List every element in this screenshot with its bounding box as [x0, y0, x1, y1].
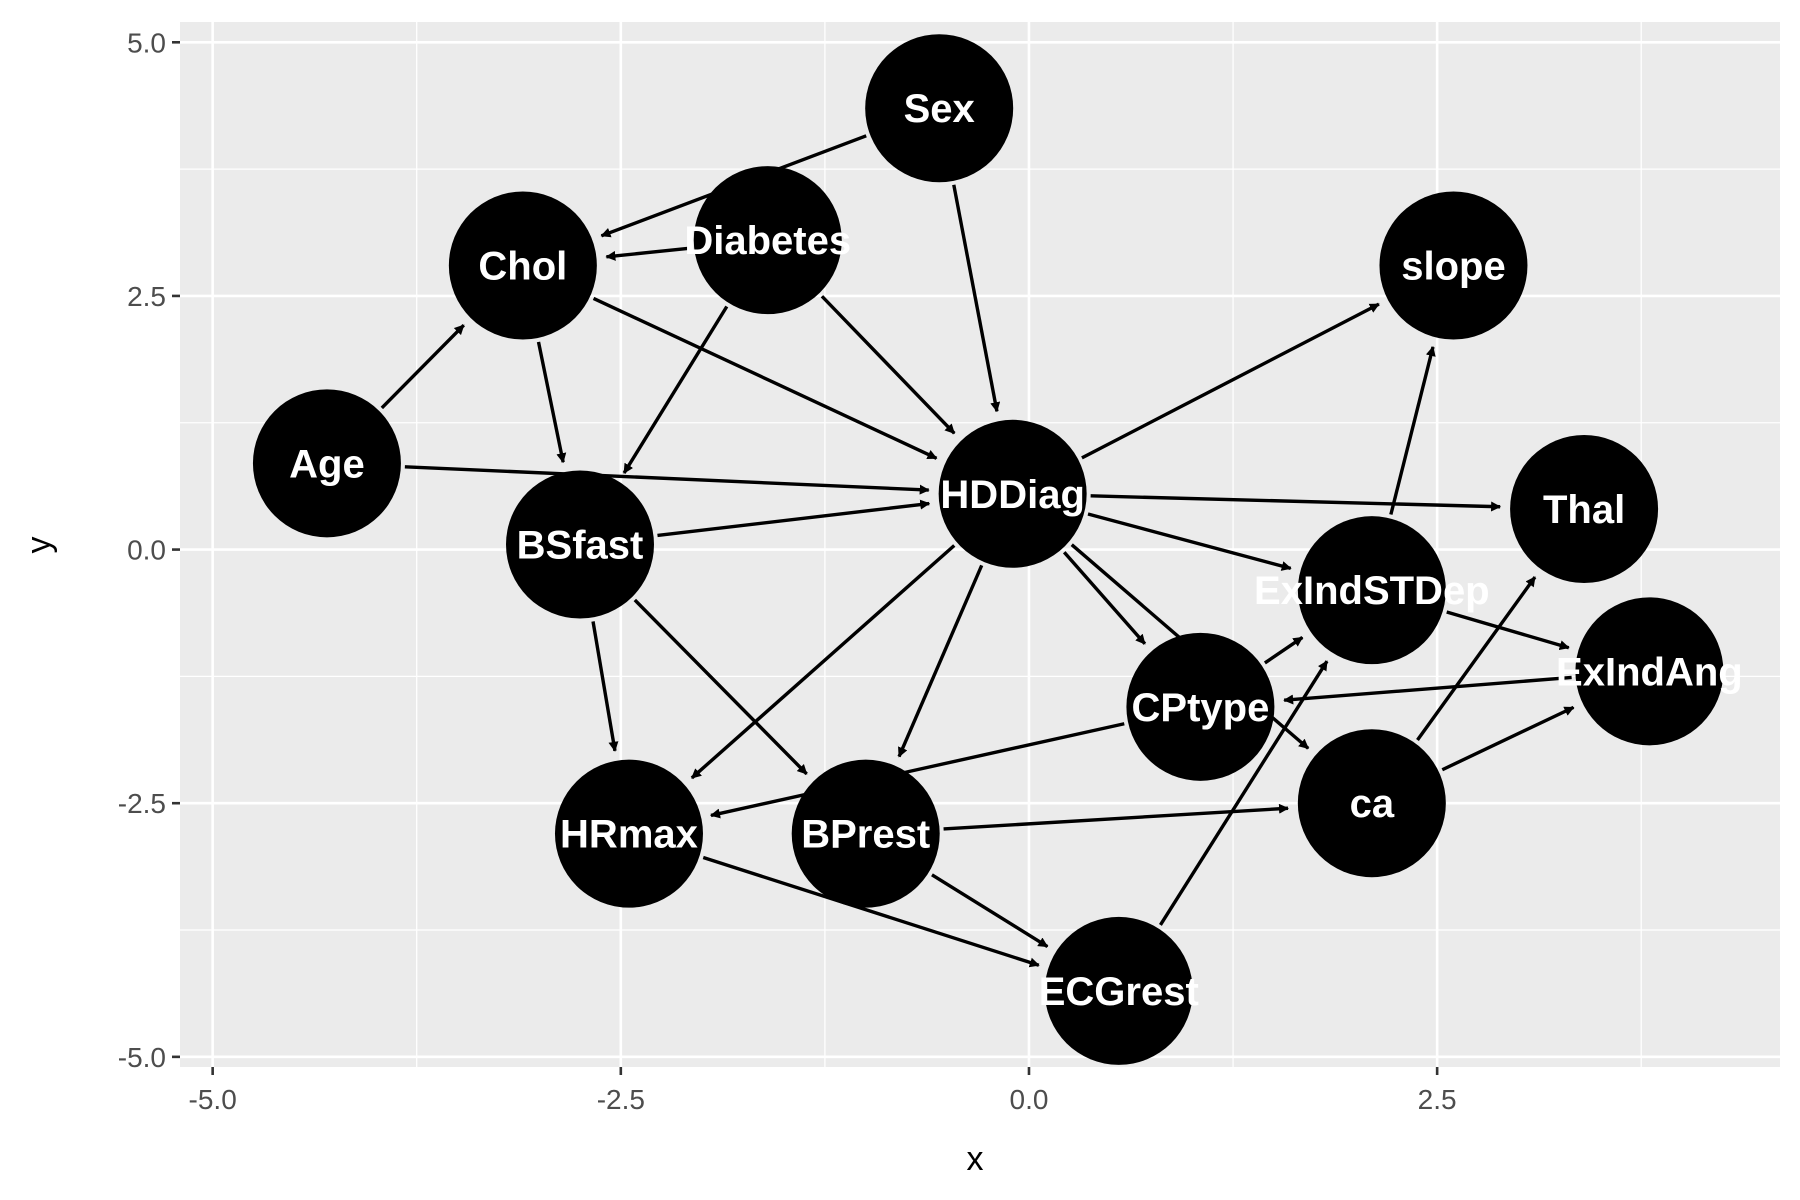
node-ecgrest: ECGrest — [1039, 916, 1199, 1065]
node-label: ExIndSTDep — [1254, 569, 1490, 613]
node-circle — [1044, 916, 1193, 1065]
edge-bsfast-to-hddiag — [657, 499, 931, 538]
edge-sex-to-hddiag — [952, 184, 1001, 413]
node-circle — [693, 166, 842, 315]
y-axis-title: y — [20, 537, 58, 554]
y-tick-label: 0.0 — [127, 535, 166, 566]
x-axis-title: x — [967, 1140, 984, 1178]
node-slope: slope — [1379, 191, 1528, 340]
y-tick-label: 2.5 — [127, 281, 166, 312]
x-tick-label: -5.0 — [189, 1084, 237, 1115]
node-label: ExIndAng — [1556, 650, 1743, 694]
node-circle — [1379, 191, 1528, 340]
edge-hddiag-to-hrmax — [690, 544, 956, 780]
edge-hddiag-to-slope — [1081, 302, 1380, 460]
node-age: Age — [252, 389, 401, 538]
node-label: slope — [1401, 244, 1505, 288]
edge-bprest-to-ecgrest — [931, 873, 1049, 949]
node-label: Thal — [1543, 488, 1625, 532]
edge-hddiag-to-thal — [1090, 494, 1502, 512]
edge-hddiag-to-cptype — [1062, 551, 1147, 645]
edge-ecgrest-to-exindstdep — [1158, 660, 1329, 926]
node-label: ECGrest — [1039, 970, 1199, 1014]
edge-diabetes-to-bsfast — [622, 305, 729, 474]
edge-ca-to-exindang — [1441, 705, 1575, 772]
node-hddiag: HDDiag — [938, 419, 1087, 568]
node-label: Sex — [904, 87, 975, 131]
node-circle — [865, 34, 1014, 183]
edges — [380, 134, 1575, 968]
edge-hddiag-to-exindstdep — [1087, 512, 1292, 571]
edge-ca-to-thal — [1416, 576, 1537, 741]
y-tick-label: -2.5 — [118, 788, 166, 819]
node-label: Diabetes — [684, 219, 851, 263]
edge-diabetes-to-chol — [605, 246, 691, 261]
node-label: HDDiag — [940, 473, 1084, 517]
node-circle — [1297, 516, 1446, 665]
x-tick-label: 0.0 — [1010, 1084, 1049, 1115]
node-label: BPrest — [801, 813, 930, 857]
node-circle — [506, 470, 654, 619]
edge-bsfast-to-bprest — [633, 598, 808, 776]
node-sex: Sex — [865, 34, 1014, 183]
edge-hrmax-to-ecgrest — [702, 855, 1040, 968]
edge-diabetes-to-hddiag — [820, 295, 956, 435]
node-bsfast: BSfast — [506, 470, 654, 619]
edge-bsfast-to-hrmax — [591, 621, 619, 752]
node-circle — [1126, 632, 1275, 781]
edge-exindang-to-cptype — [1283, 675, 1572, 705]
node-circle — [791, 759, 940, 908]
node-exindang: ExIndAng — [1556, 597, 1743, 746]
node-label: Chol — [478, 244, 567, 288]
node-thal: Thal — [1510, 434, 1659, 583]
x-tick-label: -2.5 — [597, 1084, 645, 1115]
node-circle — [1575, 597, 1724, 746]
node-exindstdep: ExIndSTDep — [1254, 516, 1490, 665]
node-label: Age — [289, 442, 365, 486]
edge-hddiag-to-bprest — [897, 564, 984, 758]
node-circle — [1510, 434, 1659, 583]
axes: -5.0 -2.5 0.0 2.5 -5.0 -2.5 0.0 2.5 5.0 — [118, 27, 1457, 1115]
node-label: HRmax — [560, 813, 698, 857]
node-chol: Chol — [448, 191, 597, 340]
node-label: BSfast — [517, 524, 644, 568]
node-hrmax: HRmax — [554, 759, 703, 908]
node-cptype: CPtype — [1126, 632, 1275, 781]
node-circle — [252, 389, 401, 538]
node-diabetes: Diabetes — [684, 166, 851, 315]
node-ca: ca — [1297, 729, 1446, 878]
edge-exindstdep-to-slope — [1389, 345, 1436, 515]
edge-exindstdep-to-exindang — [1446, 610, 1570, 651]
y-tick-label: 5.0 — [127, 27, 166, 58]
node-label: CPtype — [1132, 686, 1270, 730]
x-tick-label: 2.5 — [1418, 1084, 1457, 1115]
edge-age-to-hddiag — [404, 465, 930, 495]
y-tick-label: -5.0 — [118, 1042, 166, 1073]
edge-cptype-to-hrmax — [710, 722, 1125, 819]
node-label: ca — [1350, 782, 1395, 826]
nodes: Sex Chol Diabetes slope Age HDDiag Thal BSfast E… — [252, 34, 1743, 1065]
edge-cptype-to-exindstdep — [1263, 636, 1304, 665]
edge-chol-to-hddiag — [592, 296, 938, 460]
node-circle — [554, 759, 703, 908]
node-circle — [938, 419, 1087, 568]
edge-chol-to-bsfast — [536, 341, 567, 464]
node-circle — [1297, 729, 1446, 878]
node-circle — [448, 191, 597, 340]
edge-age-to-chol — [380, 323, 465, 410]
node-bprest: BPrest — [791, 759, 940, 908]
